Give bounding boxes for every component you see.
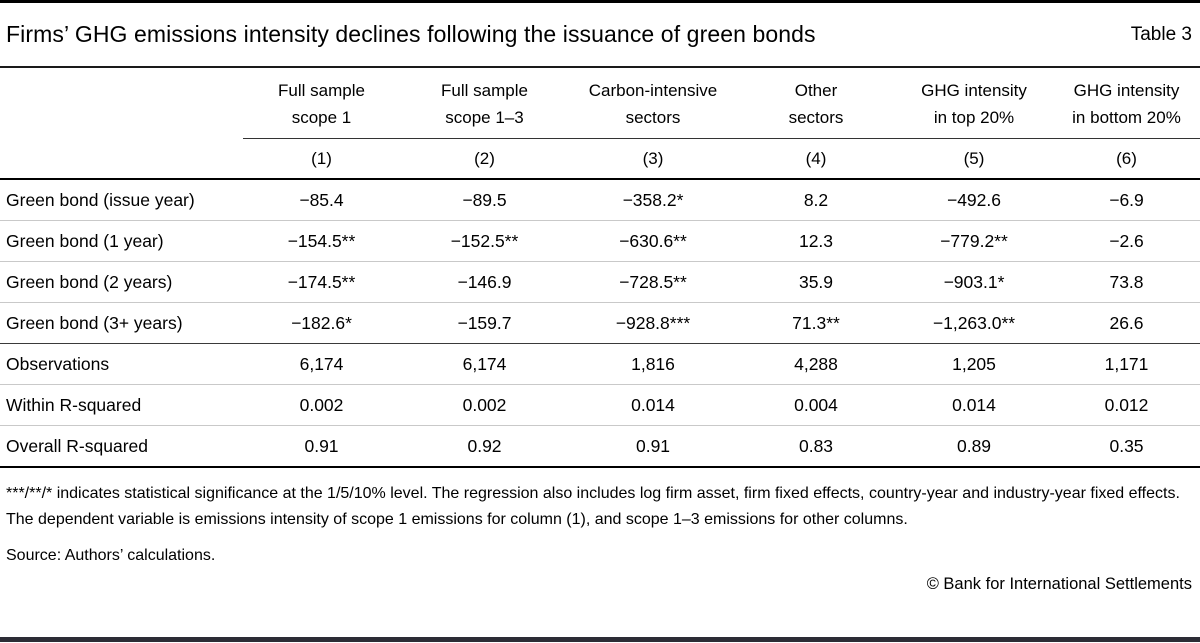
column-number: (4) <box>737 138 895 180</box>
copyright-note: © Bank for International Settlements <box>926 575 1192 593</box>
column-header-line1: Carbon-intensive <box>588 81 718 100</box>
cell-value: −159.7 <box>457 312 512 333</box>
column-header: Carbon-intensive sectors <box>569 68 737 139</box>
column-header-line2: in top 20% <box>933 108 1015 127</box>
table-row: Green bond (issue year) −85.4 −89.5 −358.2*… <box>0 179 1200 221</box>
cell-value: −85.4 <box>299 189 344 210</box>
row-label: Observations <box>6 353 110 374</box>
table-row: Green bond (1 year) −154.5** −152.5** −630.… <box>0 221 1200 262</box>
cell-value: 35.9 <box>798 271 834 292</box>
cell-value: 4,288 <box>794 353 838 374</box>
cell-value: 1,205 <box>952 353 996 374</box>
cell-value: 0.89 <box>956 435 992 456</box>
column-header-line2: scope 1–3 <box>445 108 524 127</box>
cell-value: 8.2 <box>803 189 829 210</box>
column-header: GHG intensity in bottom 20% <box>1053 68 1200 139</box>
column-header: Full sample scope 1 <box>243 68 400 139</box>
table-head: Full sample scope 1 Full sample scope 1–3 Ca… <box>0 68 1200 180</box>
page-title: Firms’ GHG emissions intensity declines … <box>6 21 816 47</box>
table-number-label: Table 3 <box>1130 23 1192 45</box>
cell-value: 0.012 <box>1104 394 1149 415</box>
cell-value: −903.1* <box>943 271 1005 292</box>
figure-header: Firms’ GHG emissions intensity declines … <box>0 3 1200 66</box>
column-header-line2: sectors <box>625 108 681 127</box>
column-header: Full sample scope 1–3 <box>400 68 569 139</box>
column-header-line1: Other <box>794 81 838 100</box>
corner-cell <box>0 68 243 139</box>
cell-value: −928.8*** <box>615 312 691 333</box>
cell-value: 12.3 <box>798 230 834 251</box>
top-rule <box>0 0 1200 3</box>
cell-value: −728.5** <box>619 271 687 292</box>
cell-value: 6,174 <box>462 353 507 374</box>
cell-value: 0.92 <box>467 435 502 456</box>
cell-value: 73.8 <box>1109 271 1144 292</box>
cell-value: 0.91 <box>635 435 671 456</box>
column-header-line2: in bottom 20% <box>1072 108 1181 127</box>
cell-value: −1,263.0** <box>932 312 1016 333</box>
cell-value: 0.004 <box>794 394 838 415</box>
row-label: Green bond (issue year) <box>6 189 195 210</box>
column-number: (5) <box>895 138 1053 180</box>
cell-value: −492.6 <box>946 189 1001 210</box>
footer-bar <box>0 637 1200 642</box>
cell-value: 0.014 <box>631 394 675 415</box>
column-header-line2: scope 1 <box>291 108 352 127</box>
column-header-line1: GHG intensity <box>921 81 1027 100</box>
column-header-line2: sectors <box>788 108 844 127</box>
column-number-row: (1) (2) (3) (4) (5) (6) <box>0 138 1200 180</box>
cell-value: −630.6** <box>619 230 687 251</box>
cell-value: −779.2** <box>940 230 1008 251</box>
column-number: (6) <box>1053 138 1200 180</box>
cell-value: 0.35 <box>1109 435 1144 456</box>
cell-value: −154.5** <box>287 230 356 251</box>
table-body: Green bond (issue year) −85.4 −89.5 −358.2*… <box>0 179 1200 467</box>
table-row: Green bond (3+ years) −182.6* −159.7 −928.8… <box>0 303 1200 344</box>
cell-value: 71.3** <box>792 312 840 333</box>
cell-value: 1,816 <box>631 353 675 374</box>
row-label: Green bond (1 year) <box>6 230 164 251</box>
row-label: Overall R-squared <box>6 435 148 456</box>
row-label: Green bond (2 years) <box>6 271 173 292</box>
column-number: (2) <box>400 138 569 180</box>
table-row: Observations 6,174 6,174 1,816 4,288 1,205 1,1… <box>0 344 1200 385</box>
cell-value: −358.2* <box>622 189 684 210</box>
cell-value: −6.9 <box>1109 189 1144 210</box>
cell-value: −174.5** <box>287 271 356 292</box>
table-row: Green bond (2 years) −174.5** −146.9 −728.5… <box>0 262 1200 303</box>
cell-value: −182.6* <box>291 312 352 333</box>
cell-value: 0.002 <box>462 394 507 415</box>
cell-value: 0.014 <box>952 394 996 415</box>
column-header: Other sectors <box>737 68 895 139</box>
cell-value: 0.91 <box>304 435 339 456</box>
table-row: Within R-squared 0.002 0.002 0.014 0.004 0.01… <box>0 385 1200 426</box>
cell-value: 1,171 <box>1104 353 1149 374</box>
cell-value: −152.5** <box>450 230 519 251</box>
cell-value: 6,174 <box>299 353 344 374</box>
column-header-row: Full sample scope 1 Full sample scope 1–3 Ca… <box>0 68 1200 139</box>
cell-value: 26.6 <box>1109 312 1144 333</box>
cell-value: −146.9 <box>457 271 512 292</box>
column-header: GHG intensity in top 20% <box>895 68 1053 139</box>
column-header-line1: Full sample <box>278 81 365 100</box>
source-note: Source: Authors’ calculations. <box>6 547 216 564</box>
table-row: Overall R-squared 0.91 0.92 0.91 0.83 0.89 0.3… <box>0 426 1200 467</box>
cell-value: 0.002 <box>299 394 344 415</box>
significance-footnote: ***/**/* indicates statistical significa… <box>6 485 1180 528</box>
row-label: Within R-squared <box>6 394 142 415</box>
regression-table: Full sample scope 1 Full sample scope 1–3 Ca… <box>0 68 1200 468</box>
column-number: (1) <box>243 138 400 180</box>
title-divider <box>0 66 1200 68</box>
column-number: (3) <box>569 138 737 180</box>
cell-value: 0.83 <box>798 435 834 456</box>
cell-value: −89.5 <box>462 189 507 210</box>
corner-cell <box>0 138 243 180</box>
cell-value: −2.6 <box>1109 230 1144 251</box>
column-header-line1: GHG intensity <box>1073 81 1180 100</box>
row-label: Green bond (3+ years) <box>6 312 183 333</box>
column-header-line1: Full sample <box>441 81 528 100</box>
